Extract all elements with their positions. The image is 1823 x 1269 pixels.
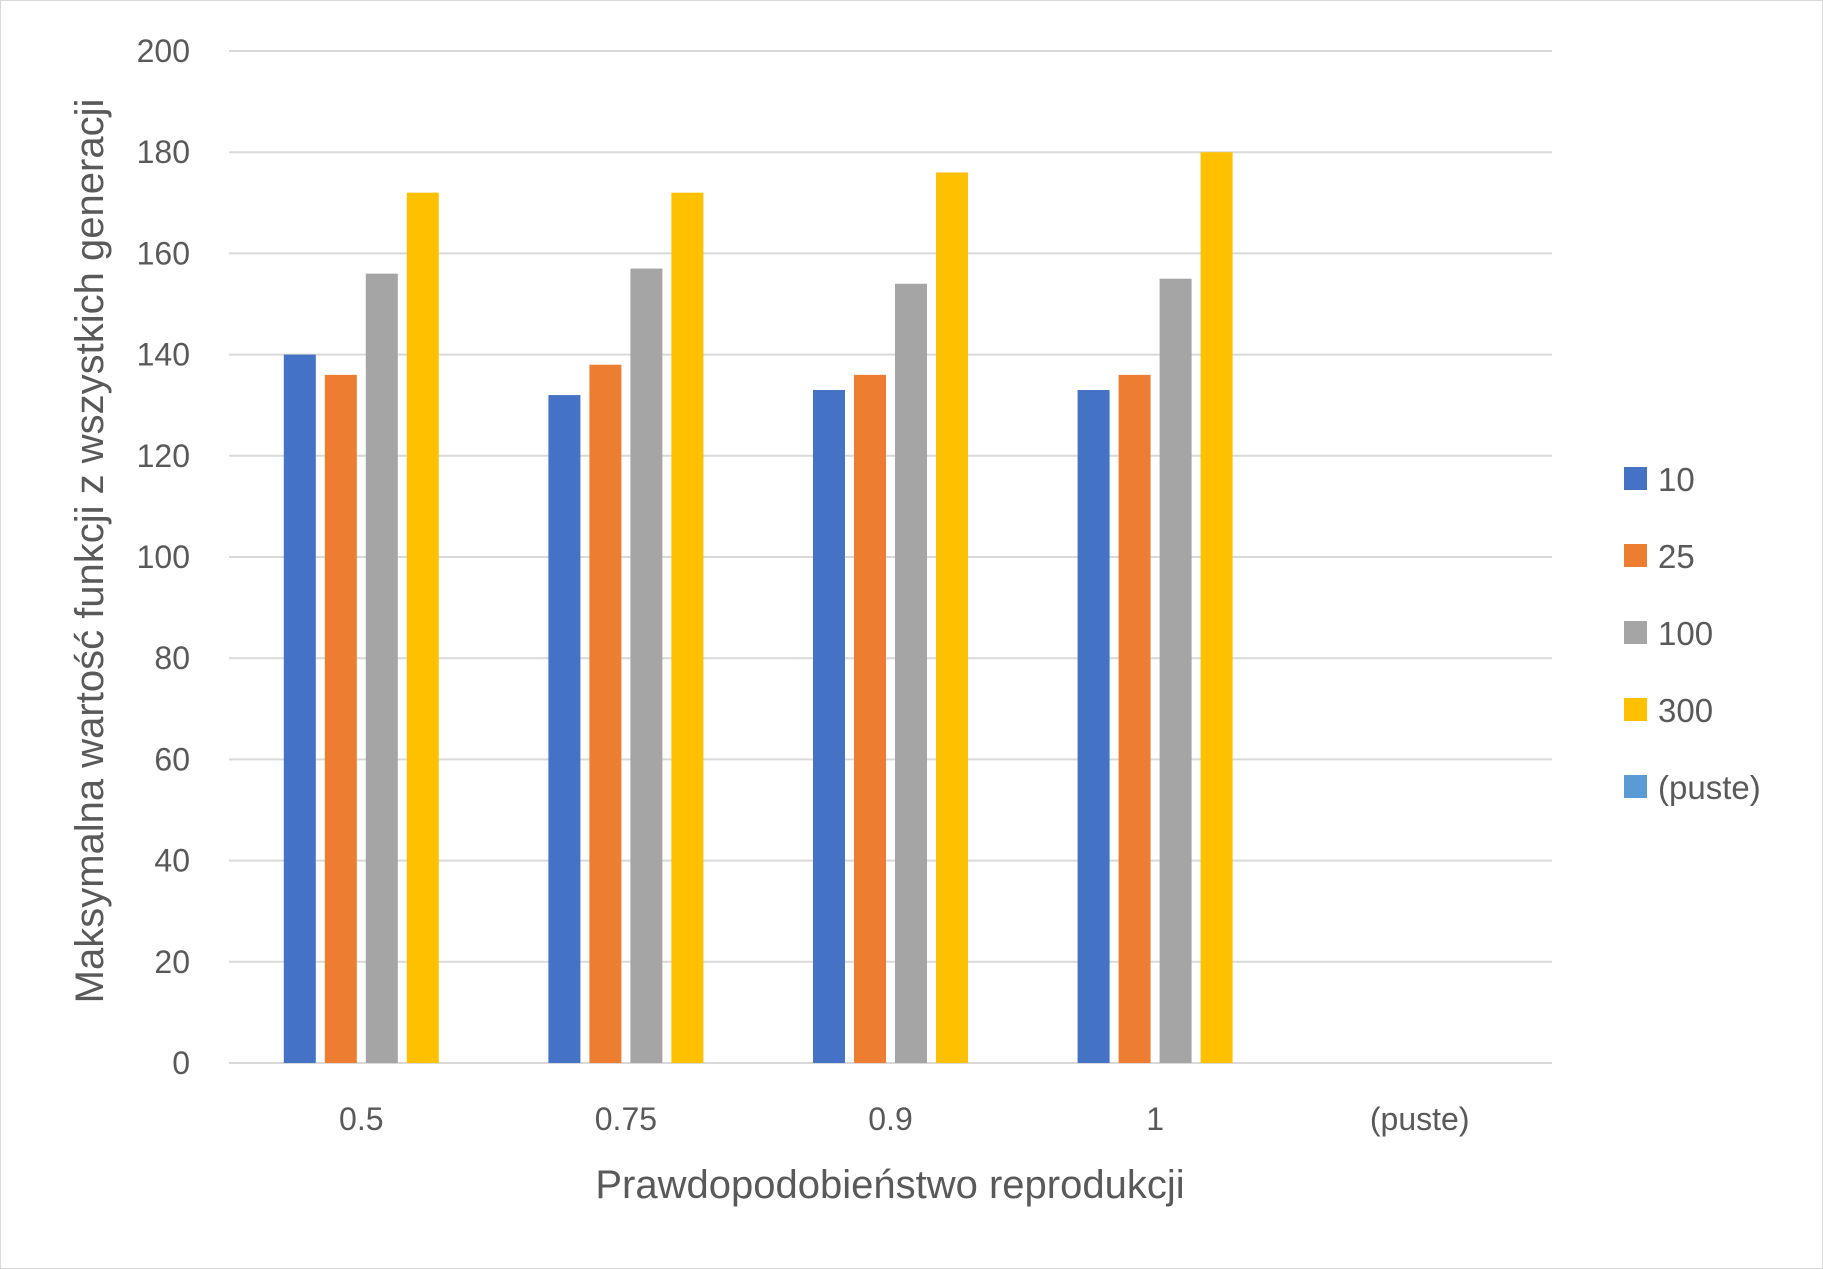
legend-label: 300 (1658, 692, 1713, 729)
x-tick-label: (puste) (1370, 1101, 1470, 1137)
bar (1200, 152, 1233, 1063)
bar (1159, 278, 1192, 1063)
bar (1077, 390, 1110, 1063)
legend-label: 100 (1658, 615, 1713, 652)
y-tick-label: 180 (137, 134, 190, 170)
y-tick-label: 20 (154, 944, 190, 980)
bars (283, 152, 1233, 1064)
x-tick-label: 0.75 (595, 1101, 657, 1137)
x-axis-ticks: 0.5 0.75 0.9 1 (puste) (339, 1101, 1469, 1137)
bar (895, 283, 927, 1063)
bar (324, 374, 357, 1064)
x-tick-label: 0.9 (868, 1101, 912, 1137)
y-tick-label: 80 (154, 640, 190, 676)
x-tick-label: 1 (1146, 1101, 1164, 1137)
bar (365, 273, 398, 1063)
bar (1118, 374, 1151, 1064)
legend-swatch (1624, 467, 1647, 490)
gridlines (229, 50, 1552, 1064)
y-tick-label: 60 (154, 741, 190, 777)
legend-swatch (1624, 544, 1647, 567)
x-tick-label: 0.5 (339, 1101, 383, 1137)
y-tick-label: 120 (137, 438, 190, 474)
legend-swatch (1624, 621, 1647, 644)
legend-label: 10 (1658, 461, 1695, 498)
legend-swatch (1624, 775, 1647, 798)
bar (854, 374, 886, 1064)
bar (589, 364, 622, 1064)
y-tick-label: 160 (137, 235, 190, 271)
y-tick-label: 140 (137, 337, 190, 373)
bar (671, 192, 704, 1063)
bar (813, 390, 845, 1063)
x-axis-title: Prawdopodobieństwo reprodukcji (595, 1163, 1184, 1207)
legend-swatch (1624, 698, 1647, 721)
y-tick-label: 200 (137, 33, 190, 69)
bar (548, 395, 581, 1064)
y-tick-label: 40 (154, 843, 190, 879)
y-tick-label: 100 (137, 539, 190, 575)
legend: 10 25 100 300 (puste) (1624, 461, 1761, 806)
bar (630, 268, 663, 1064)
legend-label: 25 (1658, 538, 1695, 575)
y-tick-label: 0 (172, 1045, 190, 1081)
bar (406, 192, 439, 1063)
bar (283, 354, 316, 1064)
y-axis-title: Maksymalna wartość funkcji z wszystkich … (68, 99, 112, 1004)
y-axis-ticks: 0 20 40 60 80 100 120 140 160 180 200 (137, 33, 190, 1081)
bar (936, 172, 968, 1063)
legend-label: (puste) (1658, 769, 1761, 806)
